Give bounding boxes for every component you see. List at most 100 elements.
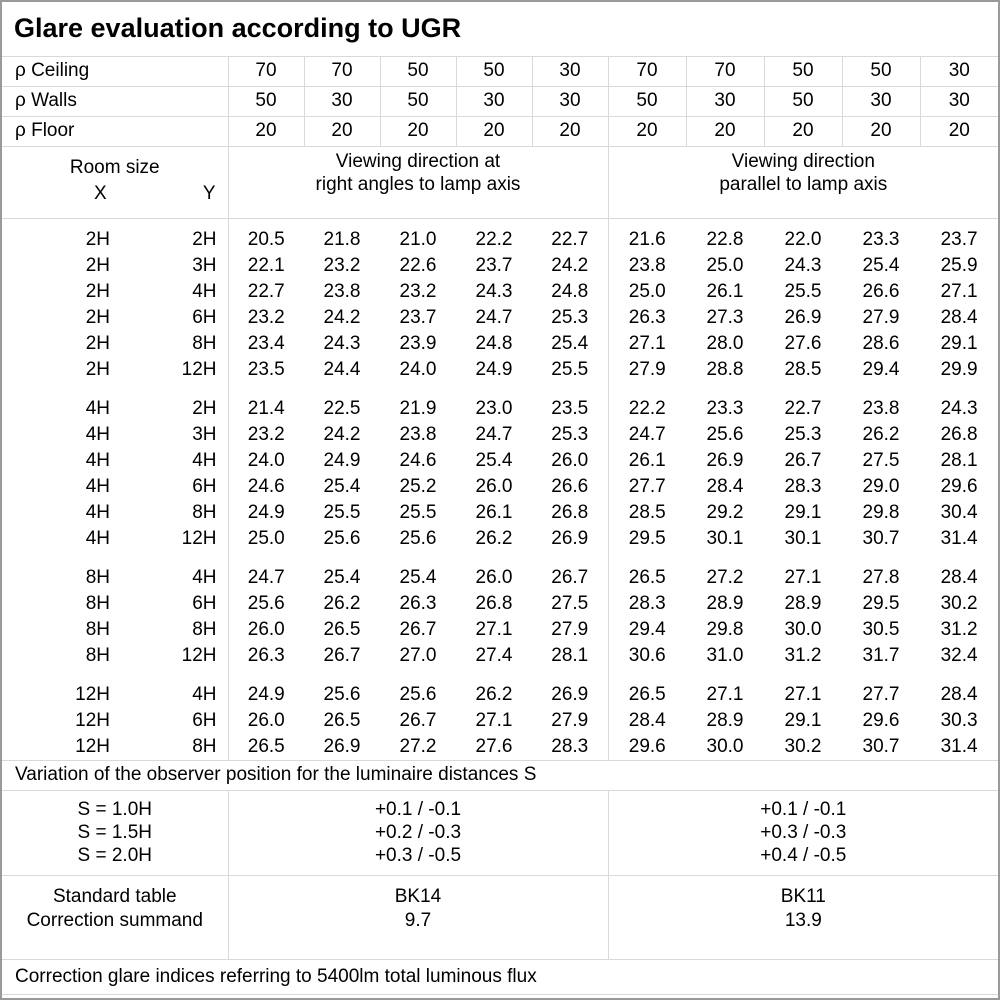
ugr-value: 27.1 xyxy=(475,619,513,640)
ugr-value: 23.8 xyxy=(862,398,900,419)
room-y-value: 4H xyxy=(192,450,217,471)
ugr-value: 29.5 xyxy=(607,526,686,552)
ugr-value: 26.0 xyxy=(475,476,513,497)
room-x-value: 2H xyxy=(85,307,110,328)
ugr-value: 27.2 xyxy=(706,567,744,588)
ugr-row: 2H 8H 23.4 24.3 23.9 24.8 25.4 27.1 28.0 27.6 28.6… xyxy=(2,331,998,357)
ugr-value: 24.7 xyxy=(607,422,686,448)
ugr-value: 30.1 xyxy=(784,528,822,549)
room-y-value: 8H xyxy=(192,735,217,757)
standard-table-value: BK11 xyxy=(780,885,826,907)
parallel-header-line2: parallel to lamp axis xyxy=(719,173,888,195)
ugr-value: 31.2 xyxy=(784,645,822,666)
ugr-value: 28.3 xyxy=(551,735,589,757)
ugr-value: 28.1 xyxy=(940,450,978,471)
room-x-value: 4H xyxy=(85,476,110,497)
ugr-value: 24.8 xyxy=(475,333,513,354)
ugr-value: 22.0 xyxy=(784,229,822,250)
ugr-value: 26.3 xyxy=(227,643,304,669)
ugr-value: 21.8 xyxy=(323,229,361,250)
rho-floor-value: 20 xyxy=(763,116,842,147)
ugr-value: 26.3 xyxy=(607,305,686,331)
ugr-value: 28.9 xyxy=(784,593,822,614)
rho-walls-label: ρ Walls xyxy=(2,86,228,117)
ugr-value: 22.7 xyxy=(227,279,304,305)
ugr-value: 26.3 xyxy=(399,593,437,614)
ugr-value: 27.9 xyxy=(862,307,900,328)
ugr-value: 29.2 xyxy=(706,502,744,523)
ugr-value: 30.0 xyxy=(784,619,822,640)
variation-note-row: Variation of the observer position for t… xyxy=(2,759,998,791)
ugr-value: 30.2 xyxy=(940,593,978,614)
summary-labels: Standard table Correction summand xyxy=(2,875,228,960)
spacer-cell xyxy=(2,218,228,227)
ugr-value: 27.6 xyxy=(475,735,513,757)
ugr-value: 23.8 xyxy=(323,281,361,302)
ugr-value: 22.2 xyxy=(607,396,686,422)
title-row: Glare evaluation according to UGR xyxy=(2,2,998,57)
ugr-value: 27.1 xyxy=(475,710,513,731)
ugr-row: 8H 6H 25.6 26.2 26.3 26.8 27.5 28.3 28.9 28.9 29.5… xyxy=(2,591,998,617)
rho-floor-value: 20 xyxy=(303,116,380,147)
ugr-value: 28.4 xyxy=(940,307,978,328)
s-variation-value: +0.1 / -0.1 xyxy=(374,799,462,820)
ugr-row: 12H 4H 24.9 25.6 25.6 26.2 26.9 26.5 27.1 27.1 27.… xyxy=(2,682,998,708)
ugr-value: 29.8 xyxy=(862,502,900,523)
rho-walls-value: 30 xyxy=(919,86,998,117)
rho-floor-label: ρ Floor xyxy=(2,116,228,147)
ugr-value: 25.5 xyxy=(784,281,822,302)
ugr-value: 23.9 xyxy=(399,333,437,354)
ugr-value: 27.9 xyxy=(551,619,589,640)
ugr-value: 25.2 xyxy=(399,476,437,497)
ugr-value: 29.8 xyxy=(706,619,744,640)
ugr-value: 24.7 xyxy=(475,307,513,328)
ugr-value: 24.9 xyxy=(227,500,304,526)
ugr-value: 26.2 xyxy=(323,593,361,614)
ugr-row: 2H 2H 20.5 21.8 21.0 22.2 22.7 21.6 22.8 22.0 23.3… xyxy=(2,227,998,253)
ugr-value: 26.5 xyxy=(323,710,361,731)
room-x-value: 8H xyxy=(85,567,110,588)
room-x-value: 4H xyxy=(85,424,110,445)
ugr-value: 27.4 xyxy=(475,645,513,666)
ugr-value: 21.4 xyxy=(227,396,304,422)
ugr-value: 26.0 xyxy=(227,708,304,734)
room-y-value: 12H xyxy=(181,528,217,549)
parallel-group-header: Viewing direction parallel to lamp axis xyxy=(607,146,998,219)
ugr-value: 27.5 xyxy=(551,593,589,614)
room-x-value: 8H xyxy=(85,593,110,614)
ugr-value: 28.4 xyxy=(607,708,686,734)
spacer-cell xyxy=(227,218,608,227)
s-distance-labels: S = 1.0H S = 1.5H S = 2.0H xyxy=(2,790,228,876)
rho-walls-value: 50 xyxy=(227,86,304,117)
summary-parallel: BK11 13.9 xyxy=(607,875,998,960)
s-variation-value: +0.3 / -0.3 xyxy=(760,822,847,843)
ugr-value: 29.0 xyxy=(862,476,900,497)
ugr-value: 26.1 xyxy=(706,281,744,302)
rho-floor-value: 20 xyxy=(919,116,998,147)
rho-ceiling-value: 50 xyxy=(763,56,842,87)
rho-walls-value: 30 xyxy=(455,86,532,117)
ugr-value: 23.2 xyxy=(323,255,361,276)
ugr-row: 4H 12H 25.0 25.6 25.6 26.2 26.9 29.5 30.1 30.1 30.… xyxy=(2,526,998,552)
ugr-value: 22.8 xyxy=(706,229,744,250)
ugr-value: 24.9 xyxy=(475,359,513,380)
ugr-value: 25.6 xyxy=(323,528,361,549)
ugr-value: 25.6 xyxy=(706,424,744,445)
room-y-value: 8H xyxy=(192,619,217,640)
ugr-value: 27.2 xyxy=(399,735,437,757)
ugr-row: 12H 6H 26.0 26.5 26.7 27.1 27.9 28.4 28.9 29.1 29.… xyxy=(2,708,998,734)
rho-floor-value: 20 xyxy=(607,116,686,147)
ugr-value: 26.1 xyxy=(475,502,513,523)
ugr-value: 28.5 xyxy=(784,359,822,380)
spacer-cell xyxy=(2,383,228,396)
rho-ceiling-value: 30 xyxy=(531,56,608,87)
ugr-value: 26.9 xyxy=(323,735,361,757)
ugr-value: 28.6 xyxy=(862,333,900,354)
ugr-value: 27.7 xyxy=(862,684,900,705)
ugr-value: 29.4 xyxy=(862,359,900,380)
rho-ceiling-value: 70 xyxy=(227,56,304,87)
ugr-value: 28.5 xyxy=(607,500,686,526)
ugr-value: 26.6 xyxy=(862,281,900,302)
ugr-row: 12H 8H 26.5 26.9 27.2 27.6 28.3 29.6 30.0 30.2 30.… xyxy=(2,734,998,760)
room-size-header: Room size X Y xyxy=(2,146,228,219)
